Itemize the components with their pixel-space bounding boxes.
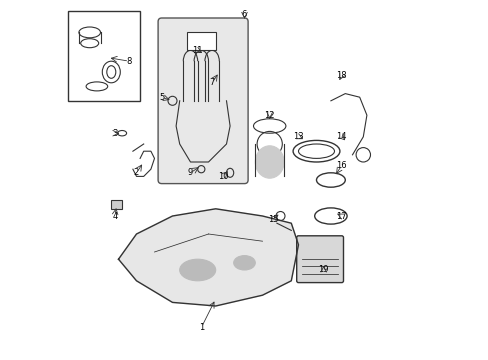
Bar [111,200,122,209]
Bar [68,11,140,101]
Text: 8: 8 [126,57,132,66]
Text: 2: 2 [134,168,139,177]
FancyBboxPatch shape [296,236,343,283]
Text: 18: 18 [336,71,346,80]
Text: 13: 13 [293,132,303,141]
Text: 3: 3 [112,129,117,138]
Text: 12: 12 [264,111,274,120]
Text: 10: 10 [217,172,228,181]
Text: 6: 6 [242,10,246,19]
Text: 4: 4 [112,212,117,220]
Text: 15: 15 [267,215,278,224]
Text: 17: 17 [336,212,346,220]
Text: 1: 1 [198,323,203,332]
Bar [186,32,215,50]
Ellipse shape [179,259,215,281]
Text: 7: 7 [209,78,214,87]
Text: 14: 14 [336,132,346,141]
Text: 5: 5 [159,93,164,102]
FancyBboxPatch shape [158,18,247,184]
Ellipse shape [233,256,255,270]
Ellipse shape [255,146,284,178]
Text: 19: 19 [318,266,328,275]
Text: 9: 9 [187,168,193,177]
Polygon shape [118,209,298,306]
Text: 16: 16 [336,161,346,170]
Text: 11: 11 [192,46,203,55]
